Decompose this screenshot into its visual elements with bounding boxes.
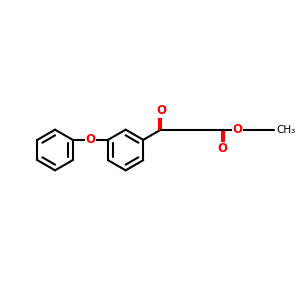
Text: O: O (85, 133, 95, 146)
Text: O: O (156, 104, 166, 117)
Text: CH₃: CH₃ (276, 125, 296, 135)
Text: O: O (232, 123, 242, 136)
Text: O: O (217, 142, 227, 155)
